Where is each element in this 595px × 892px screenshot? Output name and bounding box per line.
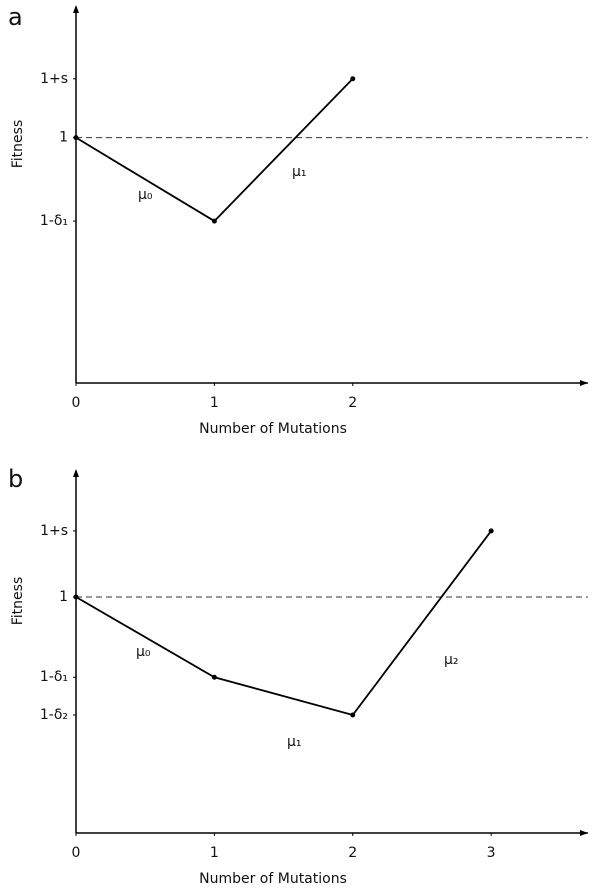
y-tick-label: 1 <box>59 589 68 605</box>
annotation: μ₀ <box>138 187 153 203</box>
point <box>350 712 356 718</box>
x-axis-arrow <box>580 380 588 386</box>
point <box>350 76 356 82</box>
y-tick-label: 1-δ₂ <box>40 707 68 723</box>
panel-label: b <box>8 465 23 493</box>
annotation: μ₁ <box>292 164 307 180</box>
x-tick-label: 1 <box>210 845 219 861</box>
point <box>488 528 494 534</box>
point <box>211 674 217 680</box>
y-axis-label: Fitness <box>10 577 26 626</box>
x-tick-label: 2 <box>348 395 357 411</box>
point <box>211 218 217 224</box>
y-tick-label: 1-δ₁ <box>40 669 68 685</box>
x-axis-label: Number of Mutations <box>199 421 347 437</box>
x-tick-label: 0 <box>72 395 81 411</box>
point <box>73 594 79 600</box>
panel-label: a <box>8 3 23 31</box>
x-tick-label: 3 <box>487 845 496 861</box>
y-tick-label: 1+s <box>40 71 68 87</box>
y-tick-label: 1+s <box>40 523 68 539</box>
y-axis-label: Fitness <box>10 120 26 169</box>
point <box>73 135 79 141</box>
x-axis-label: Number of Mutations <box>199 871 347 887</box>
y-tick-label: 1 <box>59 130 68 146</box>
x-tick-label: 2 <box>348 845 357 861</box>
x-tick-label: 0 <box>72 845 81 861</box>
annotation: μ₁ <box>287 734 302 750</box>
annotation: μ₀ <box>136 644 151 660</box>
fitness-line <box>75 530 492 717</box>
x-axis-arrow <box>580 830 588 836</box>
x-tick-label: 1 <box>210 395 219 411</box>
y-axis-arrow <box>73 469 79 477</box>
y-tick-label: 1-δ₁ <box>40 213 68 229</box>
annotation: μ₂ <box>444 652 459 668</box>
fitness-line <box>75 78 354 223</box>
y-axis-arrow <box>73 5 79 13</box>
